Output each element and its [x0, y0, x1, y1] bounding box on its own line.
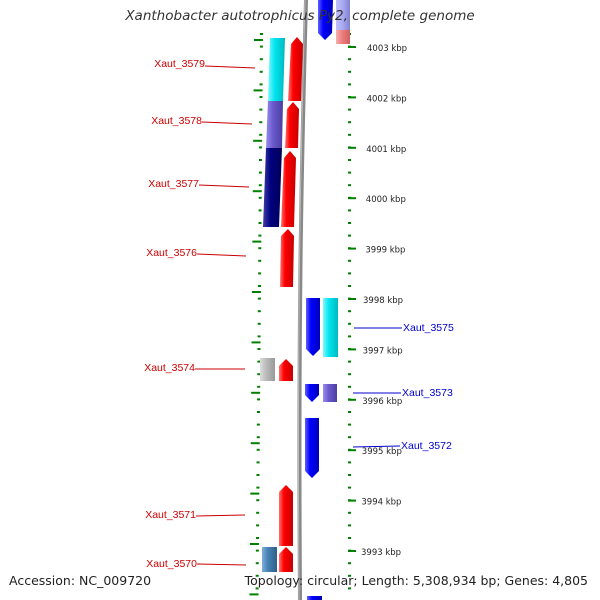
- gene-bottom-partial[interactable]: [307, 596, 322, 600]
- gene-xaut-3574-cog-bar: [260, 358, 275, 381]
- gene-xaut-3579[interactable]: [268, 37, 303, 101]
- leader-xaut-3579: [204, 65, 256, 69]
- genome-backbone-highlight: [297, 0, 306, 600]
- gene-bottom-partial-arrow: [307, 596, 322, 600]
- reverse-strand-genes: [260, 37, 303, 572]
- gene-xaut-3573-cog-bar: [323, 384, 337, 402]
- leader-xaut-3576: [196, 253, 247, 257]
- gene-xaut-3572[interactable]: [305, 418, 319, 478]
- genome-info-text: Topology: circular; Length: 5,308,934 bp…: [244, 573, 588, 588]
- gene-xaut-3571-arrow: [279, 485, 293, 546]
- genome-backbone: [297, 0, 308, 600]
- gene-xaut-3575-cog-bar: [323, 298, 338, 357]
- gene-xaut-3576-arrow: [280, 229, 294, 287]
- left-tick-column: [249, 33, 263, 596]
- scale-labels: 4003 kbp 4002 kbp 4001 kbp 4000 kbp 3999 kbp…: [348, 44, 407, 558]
- leader-xaut-3577: [198, 184, 250, 188]
- right-tick-column: [348, 33, 351, 590]
- scale-label: 4003 kbp: [367, 44, 407, 54]
- gene-xaut-3572-arrow: [305, 418, 319, 478]
- gene-top-partial-cog-bar: [336, 0, 350, 30]
- scale-label: 3995 kbp: [362, 447, 402, 457]
- gene-label-xaut-3573[interactable]: Xaut_3573: [402, 387, 453, 399]
- gene-label-xaut-3571[interactable]: Xaut_3571: [145, 509, 196, 521]
- scale-label: 4000 kbp: [366, 195, 406, 205]
- gene-xaut-3575[interactable]: [306, 298, 338, 357]
- gene-xaut-3571[interactable]: [279, 485, 293, 546]
- scale-label: 3993 kbp: [361, 548, 401, 558]
- gene-label-xaut-3570[interactable]: Xaut_3570: [146, 558, 197, 570]
- gene-xaut-3577[interactable]: [263, 148, 296, 227]
- leader-xaut-3571: [195, 514, 246, 517]
- gene-label-xaut-3572[interactable]: Xaut_3572: [401, 440, 452, 452]
- leader-lines: [195, 65, 402, 566]
- gene-label-xaut-3579[interactable]: Xaut_3579: [154, 58, 205, 70]
- gene-xaut-3578[interactable]: [266, 101, 299, 148]
- forward-strand-genes: [305, 0, 350, 600]
- leader-xaut-3570: [196, 563, 247, 566]
- gene-labels: Xaut_3579 Xaut_3578 Xaut_3577 Xaut_3576 …: [144, 58, 454, 570]
- leader-xaut-3572: [352, 445, 401, 448]
- scale-label: 3994 kbp: [361, 498, 401, 508]
- gene-xaut-3576[interactable]: [280, 229, 294, 287]
- gene-xaut-3574[interactable]: [260, 358, 293, 381]
- gene-label-xaut-3577[interactable]: Xaut_3577: [148, 178, 199, 190]
- gene-xaut-3578-arrow: [285, 102, 299, 148]
- gene-xaut-3577-arrow: [281, 151, 296, 227]
- gene-xaut-3573[interactable]: [305, 384, 337, 402]
- leader-xaut-3578: [201, 121, 253, 125]
- gene-xaut-3570-cog-bar: [262, 547, 277, 572]
- gene-xaut-3570-arrow: [279, 547, 293, 572]
- gene-xaut-3579-arrow: [288, 37, 303, 101]
- gene-label-xaut-3578[interactable]: Xaut_3578: [151, 115, 202, 127]
- scale-label: 3996 kbp: [362, 397, 402, 407]
- gene-xaut-3579-cog-bar: [268, 38, 285, 101]
- scale-label: 4001 kbp: [366, 145, 406, 155]
- gene-xaut-3573-arrow: [305, 384, 319, 402]
- gene-xaut-3578-cog-bar: [266, 101, 283, 148]
- gene-xaut-3577-cog-bar: [263, 148, 282, 227]
- gene-xaut-3574-arrow: [279, 359, 293, 381]
- scale-label: 3998 kbp: [363, 296, 403, 306]
- scale-label: 4002 kbp: [367, 94, 407, 104]
- genome-title: Xanthobacter autotrophicus Py2, complete…: [125, 8, 475, 24]
- scale-label: 3999 kbp: [365, 246, 405, 256]
- gene-top-partial[interactable]: [318, 0, 350, 44]
- scale-label: 3997 kbp: [363, 346, 403, 356]
- gene-label-xaut-3575[interactable]: Xaut_3575: [403, 322, 454, 334]
- accession-text: Accession: NC_009720: [9, 573, 152, 588]
- gene-label-xaut-3576[interactable]: Xaut_3576: [146, 247, 197, 259]
- gene-top-partial-arrow: [318, 0, 333, 40]
- gene-label-xaut-3574[interactable]: Xaut_3574: [144, 362, 195, 374]
- gene-xaut-3570[interactable]: [262, 547, 293, 572]
- gene-top-partial-cog-bar-2: [336, 30, 350, 44]
- gene-xaut-3575-arrow: [306, 298, 320, 356]
